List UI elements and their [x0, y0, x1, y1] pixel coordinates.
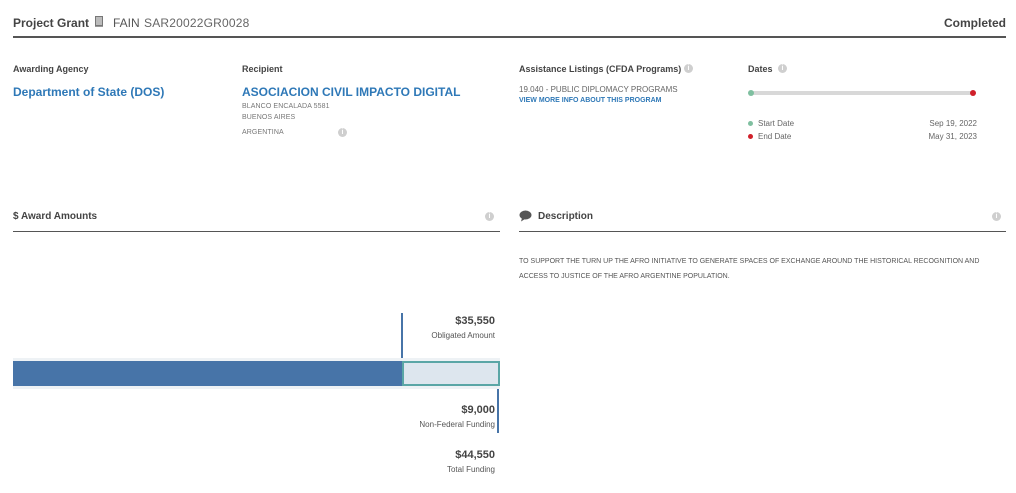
- fain-value: SAR20022GR0028: [144, 16, 250, 30]
- description-text: TO SUPPORT THE TURN UP THE AFRO INITIATI…: [519, 258, 980, 280]
- recipient-address-line1: BLANCO ENCALADA 5581: [242, 103, 330, 110]
- recipient-address-line2: BUENOS AIRES: [242, 114, 296, 121]
- award-status: Completed: [943, 16, 1006, 30]
- award-amounts-divider: [13, 231, 500, 232]
- award-header: Project Grant FAIN SAR20022GR0028 Comple…: [13, 0, 1006, 38]
- obligated-amount-label: Obligated Amount: [431, 331, 495, 340]
- obligated-amount-value: $35,550: [455, 315, 495, 327]
- recipient-info-icon[interactable]: i: [338, 128, 347, 137]
- start-date-label: Start Date: [758, 119, 795, 128]
- obligated-marker-line: [401, 313, 403, 362]
- non-federal-funding-bar[interactable]: [402, 361, 500, 386]
- description-title: Description: [538, 211, 594, 222]
- award-amounts-title: $ Award Amounts: [13, 211, 98, 222]
- comment-icon: [519, 210, 532, 222]
- fain-label: FAIN: [113, 16, 140, 30]
- assistance-listings-info-icon[interactable]: i: [684, 64, 693, 73]
- assistance-listings-label: Assistance Listings (CFDA Programs): [519, 64, 682, 74]
- dates-timeline-track: [750, 91, 974, 95]
- timeline-start-marker: [748, 90, 754, 96]
- dates-label: Dates: [748, 64, 773, 74]
- cfda-more-info-link[interactable]: VIEW MORE INFO ABOUT THIS PROGRAM: [519, 97, 662, 104]
- end-date-value: May 31, 2023: [928, 132, 977, 141]
- cfda-program: 19.040 - PUBLIC DIPLOMACY PROGRAMS: [519, 85, 678, 94]
- start-date-value: Sep 19, 2022: [929, 119, 977, 128]
- recipient-country: ARGENTINA: [242, 129, 284, 136]
- end-date-legend-dot: [748, 134, 753, 139]
- recipient-label: Recipient: [242, 64, 283, 74]
- awarding-agency-label: Awarding Agency: [13, 64, 89, 74]
- dates-info-icon[interactable]: i: [778, 64, 787, 73]
- award-amounts-chart: $35,550 Obligated Amount $9,000 Non-Fede…: [13, 300, 500, 490]
- book-icon: [95, 16, 103, 27]
- total-funding-value: $44,550: [455, 449, 495, 461]
- non-federal-marker-line: [497, 389, 499, 433]
- end-date-label: End Date: [758, 132, 792, 141]
- start-date-legend-dot: [748, 121, 753, 126]
- awarding-agency-link[interactable]: Department of State (DOS): [13, 85, 165, 99]
- total-funding-label: Total Funding: [446, 465, 495, 474]
- description-info-icon[interactable]: i: [992, 212, 1001, 221]
- timeline-end-marker: [970, 90, 976, 96]
- award-type-title: Project Grant: [13, 16, 90, 30]
- description-divider: [519, 231, 1006, 232]
- non-federal-funding-label: Non-Federal Funding: [419, 420, 495, 429]
- award-amounts-info-icon[interactable]: i: [485, 212, 494, 221]
- recipient-link[interactable]: ASOCIACION CIVIL IMPACTO DIGITAL: [242, 85, 461, 99]
- non-federal-funding-value: $9,000: [461, 404, 495, 416]
- obligated-amount-bar[interactable]: [13, 361, 402, 386]
